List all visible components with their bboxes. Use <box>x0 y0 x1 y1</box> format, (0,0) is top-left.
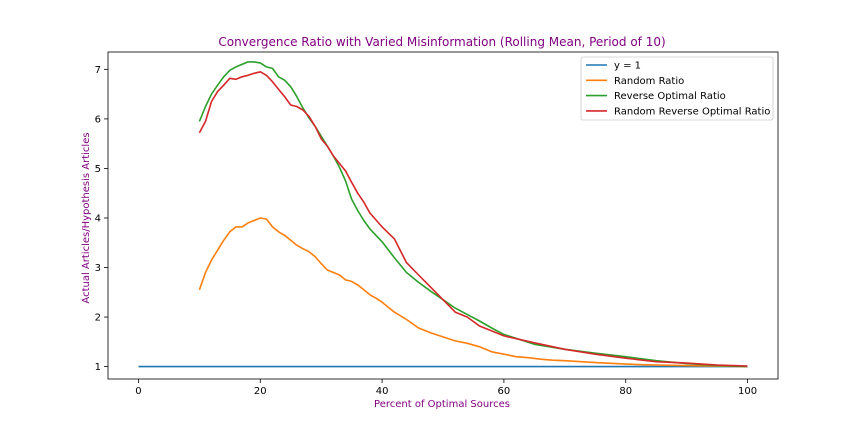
x-axis-label: Percent of Optimal Sources <box>374 399 510 410</box>
axis-ticks: 0 20 40 60 80 100 1 2 3 4 5 6 7 <box>95 65 757 397</box>
series-line-4 <box>198 71 748 367</box>
series-line-2 <box>198 217 748 368</box>
legend-label: Random Reverse Optimal Ratio <box>614 106 770 117</box>
x-tick-label: 60 <box>498 386 511 397</box>
x-tick-label: 100 <box>738 386 757 397</box>
plot-area <box>138 61 748 368</box>
x-tick-label: 0 <box>135 386 141 397</box>
legend-label: Reverse Optimal Ratio <box>614 91 726 102</box>
plot-frame <box>107 51 779 380</box>
legend-label: Random Ratio <box>614 76 684 87</box>
y-tick-label: 1 <box>95 362 101 373</box>
y-tick-label: 5 <box>95 164 101 175</box>
x-tick-label: 80 <box>619 386 632 397</box>
x-tick-label: 40 <box>376 386 389 397</box>
legend-label: y = 1 <box>614 61 641 72</box>
y-tick-label: 3 <box>95 263 101 274</box>
y-axis-label: Actual Articles/Hypothesis Articles <box>81 132 92 303</box>
legend-box <box>580 56 774 121</box>
y-tick-label: 2 <box>95 313 101 324</box>
chart-title: Convergence Ratio with Varied Misinforma… <box>218 35 665 49</box>
x-tick-label: 20 <box>254 386 267 397</box>
y-tick-label: 7 <box>95 65 101 76</box>
y-tick-label: 4 <box>95 213 101 224</box>
legend: y = 1 Random Ratio Reverse Optimal Ratio Ra… <box>580 56 774 121</box>
y-tick-label: 6 <box>95 114 101 125</box>
series-line-3 <box>198 61 748 368</box>
